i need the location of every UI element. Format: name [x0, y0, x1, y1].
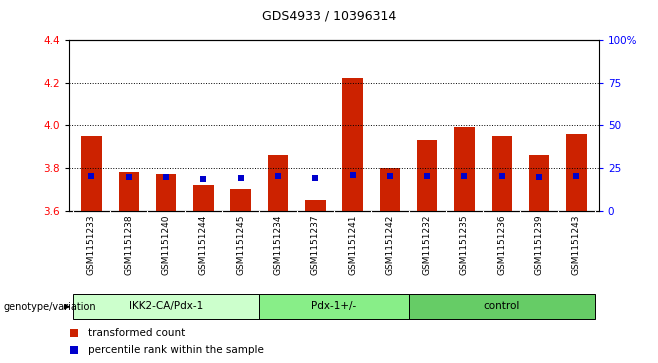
- Bar: [230, 189, 251, 211]
- Text: GSM1151236: GSM1151236: [497, 215, 506, 275]
- Bar: [118, 172, 139, 211]
- Text: GDS4933 / 10396314: GDS4933 / 10396314: [262, 9, 396, 22]
- FancyBboxPatch shape: [73, 294, 259, 319]
- FancyBboxPatch shape: [259, 294, 409, 319]
- Bar: [342, 78, 363, 211]
- Text: GSM1151234: GSM1151234: [274, 215, 282, 275]
- Text: IKK2-CA/Pdx-1: IKK2-CA/Pdx-1: [129, 301, 203, 311]
- Bar: [305, 200, 326, 211]
- Bar: [529, 155, 549, 211]
- Text: GSM1151239: GSM1151239: [534, 215, 544, 275]
- Text: GSM1151240: GSM1151240: [162, 215, 170, 275]
- Text: genotype/variation: genotype/variation: [3, 302, 96, 312]
- Text: GSM1151245: GSM1151245: [236, 215, 245, 275]
- Text: GSM1151235: GSM1151235: [460, 215, 469, 275]
- Bar: [454, 127, 475, 211]
- Bar: [566, 134, 587, 211]
- Text: GSM1151238: GSM1151238: [124, 215, 134, 275]
- Bar: [417, 140, 438, 211]
- Text: Pdx-1+/-: Pdx-1+/-: [311, 301, 357, 311]
- Text: GSM1151242: GSM1151242: [386, 215, 394, 275]
- Text: GSM1151237: GSM1151237: [311, 215, 320, 275]
- Bar: [380, 168, 400, 211]
- Text: transformed count: transformed count: [88, 328, 185, 338]
- Bar: [156, 174, 176, 211]
- Text: GSM1151243: GSM1151243: [572, 215, 581, 275]
- Text: GSM1151241: GSM1151241: [348, 215, 357, 275]
- Bar: [268, 155, 288, 211]
- Text: GSM1151233: GSM1151233: [87, 215, 96, 275]
- FancyBboxPatch shape: [409, 294, 595, 319]
- Text: percentile rank within the sample: percentile rank within the sample: [88, 345, 263, 355]
- Bar: [193, 185, 214, 211]
- Text: GSM1151232: GSM1151232: [422, 215, 432, 275]
- Text: GSM1151244: GSM1151244: [199, 215, 208, 275]
- Bar: [492, 136, 512, 211]
- Bar: [81, 136, 102, 211]
- Text: control: control: [484, 301, 520, 311]
